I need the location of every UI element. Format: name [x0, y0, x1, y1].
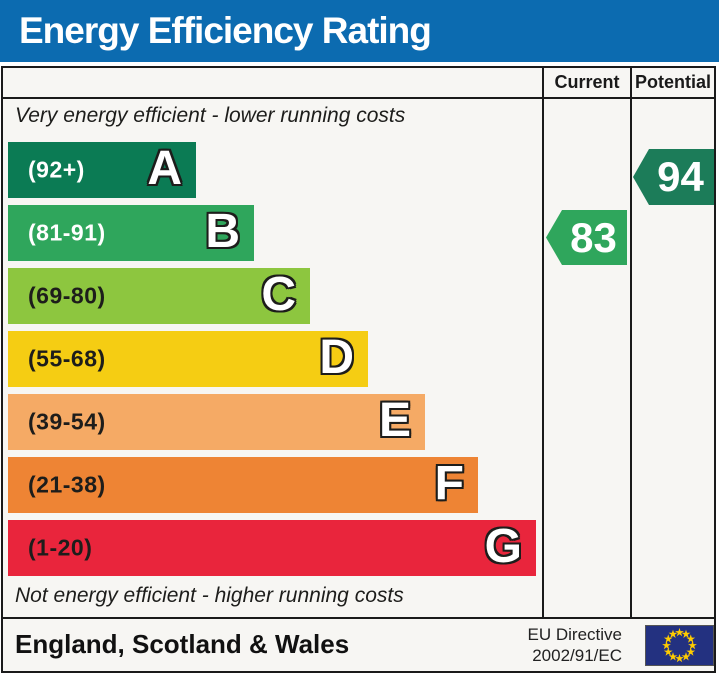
band-row-g: (1-20) G [8, 520, 536, 576]
footer-row: England, Scotland & Wales EU Directive 2… [3, 619, 714, 671]
band-letter: D [319, 331, 354, 385]
band-row-e: (39-54) E [8, 394, 425, 450]
eu-flag-icon [645, 625, 714, 666]
band-letter: F [434, 457, 464, 511]
band-range-label: (55-68) [28, 345, 106, 372]
potential-rating-indicator: 94 [633, 149, 714, 205]
current-column-header: Current [554, 72, 620, 92]
potential-column-divider [630, 68, 632, 619]
band-range-label: (81-91) [28, 219, 106, 246]
band-letter: C [261, 268, 296, 322]
current-rating-value: 83 [570, 213, 617, 261]
title-bar: Energy Efficiency Rating [0, 0, 719, 62]
eu-directive-line1: EU Directive [527, 625, 622, 644]
bottom-note: Not energy efficient - higher running co… [15, 584, 404, 607]
eu-directive-label: EU Directive 2002/91/EC [528, 624, 622, 666]
band-row-f: (21-38) F [8, 457, 478, 513]
region-label: England, Scotland & Wales [15, 628, 350, 659]
band-row-d: (55-68) D [8, 331, 368, 387]
band-range-label: (1-20) [28, 534, 93, 561]
page-title: Energy Efficiency Rating [19, 10, 432, 51]
band-letter: A [147, 142, 182, 196]
current-rating-indicator: 83 [546, 210, 627, 265]
band-range-label: (39-54) [28, 408, 106, 435]
potential-column-header: Potential [634, 72, 711, 92]
potential-rating-value: 94 [657, 153, 704, 200]
band-range-label: (69-80) [28, 282, 106, 309]
band-row-b: (81-91) B [8, 205, 254, 261]
rating-table: Current Potential Very energy efficient … [1, 66, 716, 673]
band-list: (92+) A (81-91) B (69-80) C (55-68) D (3… [8, 142, 536, 583]
current-column-divider [542, 68, 544, 619]
footer-separator [3, 617, 714, 619]
eu-directive-line2: 2002/91/EC [532, 646, 622, 665]
band-range-label: (21-38) [28, 471, 106, 498]
band-letter: E [378, 394, 411, 448]
band-letter: B [205, 205, 240, 259]
header-separator [3, 97, 714, 99]
top-note: Very energy efficient - lower running co… [15, 104, 406, 127]
band-row-a: (92+) A [8, 142, 196, 198]
band-range-label: (92+) [28, 156, 85, 183]
band-letter: G [484, 520, 522, 574]
band-row-c: (69-80) C [8, 268, 310, 324]
